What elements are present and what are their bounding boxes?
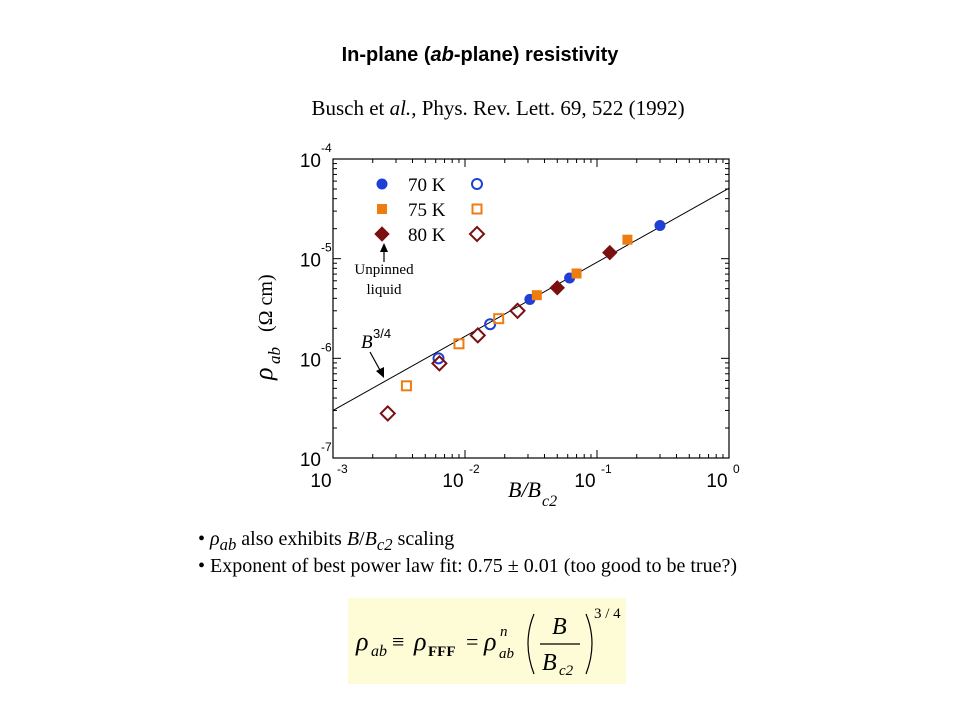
rho-subscript: ab [219,535,237,554]
title-text-post: -plane) resistivity [453,44,619,66]
data-point-diamond-open [379,405,397,422]
formula: ρ ab ≡ ρ FFF = ρ n ab B B c2 3 / 4 [355,606,621,679]
formula-rho3: ρ [483,627,496,656]
y-axis-label-sub: ab [265,347,284,364]
x-tick-label: 10 [574,471,595,492]
data-point-square-open [453,338,465,350]
data-point-diamond-open [431,354,448,372]
bullet-list: • ρab also exhibits B/Bc2 scaling • Expo… [198,528,737,582]
b34-arrow [369,351,382,373]
data-point-square-filled [531,290,542,301]
bullet-b: B [346,528,360,550]
annotations: Unpinned liquid B 3/4 [354,243,414,378]
formula-den-c2: c2 [559,663,574,679]
formula-den-b: B [542,650,557,676]
title-text-pre: In-plane ( [341,44,431,66]
bullet-item-exponent: • Exponent of best power law fit: 0.75 ±… [198,555,737,577]
legend: 70 K 75 K 80 K [374,175,486,246]
y-axis-label-rho: ρ [249,368,278,381]
x-tick-label-exp: -1 [601,462,612,476]
formula-sub-ab2: ab [499,646,515,662]
x-tick-label-exp: -2 [469,462,480,476]
legend-marker-open [471,178,483,190]
bullet-tail: scaling [392,528,455,550]
citation-al: al. [389,96,412,120]
bullet-text: also exhibits [236,528,347,550]
formula-rparen [585,613,593,675]
data-point-square-open [400,380,412,392]
b34-exponent: 3/4 [373,326,391,341]
rho-symbol: ρ [210,528,220,550]
data-point-circle-open [484,318,497,331]
data-point-circle-open [432,352,445,365]
x-tick-label-exp: -3 [337,462,348,476]
data-point-diamond-filled [602,244,618,261]
x-tick-label: 10 [706,471,727,492]
slide-title: In-plane (ab-plane) resistivity [0,44,960,67]
data-points [379,220,666,422]
title-text-ab: ab [430,44,454,66]
formula-exponent: 3 / 4 [594,606,621,622]
formula-sub-fff: FFF [428,644,456,660]
formula-lparen [527,613,535,675]
y-tick-label: 10 [300,251,321,272]
bullet-sub2: c2 [376,535,393,554]
data-point-diamond-filled [549,280,565,296]
bullet-exponent-text: Exponent of best power law fit: 0.75 ± 0… [210,555,737,577]
y-tick-label: 10 [300,350,321,371]
data-point-square-filled [571,268,582,279]
y-axis-label-unit: (Ω cm) [255,274,277,332]
formula-equiv: ≡ [392,629,404,654]
x-tick-label: 10 [442,471,463,492]
legend-marker-filled [376,178,388,190]
x-axis-label-sub: c2 [542,493,557,510]
legend-marker-open [468,225,486,243]
axis-labels: B/B c2 ρ ab (Ω cm) [249,274,557,510]
formula-sub-ab: ab [371,643,387,660]
data-point-diamond-open [509,302,526,320]
formula-sup-n: n [500,624,508,640]
legend-label: 70 K [408,175,446,196]
axis-ticks [332,159,729,459]
b34-label: B [361,332,373,353]
data-point-square-filled [622,234,633,245]
citation-post: , Phys. Rev. Lett. 69, 522 (1992) [411,96,685,120]
legend-label: 80 K [408,225,446,246]
bullet-item-scaling: • ρab also exhibits B/Bc2 scaling [198,528,455,554]
b34-arrowhead [376,367,384,378]
data-point-circle-filled [654,220,666,232]
formula-box: ρ ab ≡ ρ FFF = ρ n ab B B c2 3 / 4 [348,598,626,684]
legend-marker-open [471,203,483,215]
formula-rho: ρ [355,627,368,656]
y-tick-label-exp: -5 [321,241,332,255]
unpinned-arrowhead [380,243,388,252]
y-axis-label: ρ ab (Ω cm) [249,274,284,381]
x-tick-label-exp: 0 [733,462,740,476]
formula-num-b: B [552,614,567,640]
legend-marker-filled [374,226,390,242]
bullet-slash: / [359,528,365,550]
unpinned-label: Unpinned [354,262,414,278]
plot-frame [332,158,730,459]
citation: Busch et al., Phys. Rev. Lett. 69, 522 (… [0,96,960,121]
unpinned-label: liquid [366,282,402,298]
y-tick-label-exp: -4 [321,141,332,155]
data-point-square-open [493,313,505,325]
y-tick-label-exp: -7 [321,440,332,454]
x-tick-label: 10 [310,471,331,492]
citation-pre: Busch et [311,96,390,120]
formula-rho2: ρ [413,627,426,656]
x-axis-label: B/B [508,477,541,502]
legend-marker-filled [377,204,387,214]
bullet-b2: B [364,528,377,550]
data-point-diamond-open [469,326,487,344]
y-tick-label: 10 [300,151,321,172]
y-tick-label-exp: -6 [321,340,332,354]
y-tick-label: 10 [300,450,321,471]
formula-eq: = [466,629,478,654]
legend-label: 75 K [408,200,446,221]
